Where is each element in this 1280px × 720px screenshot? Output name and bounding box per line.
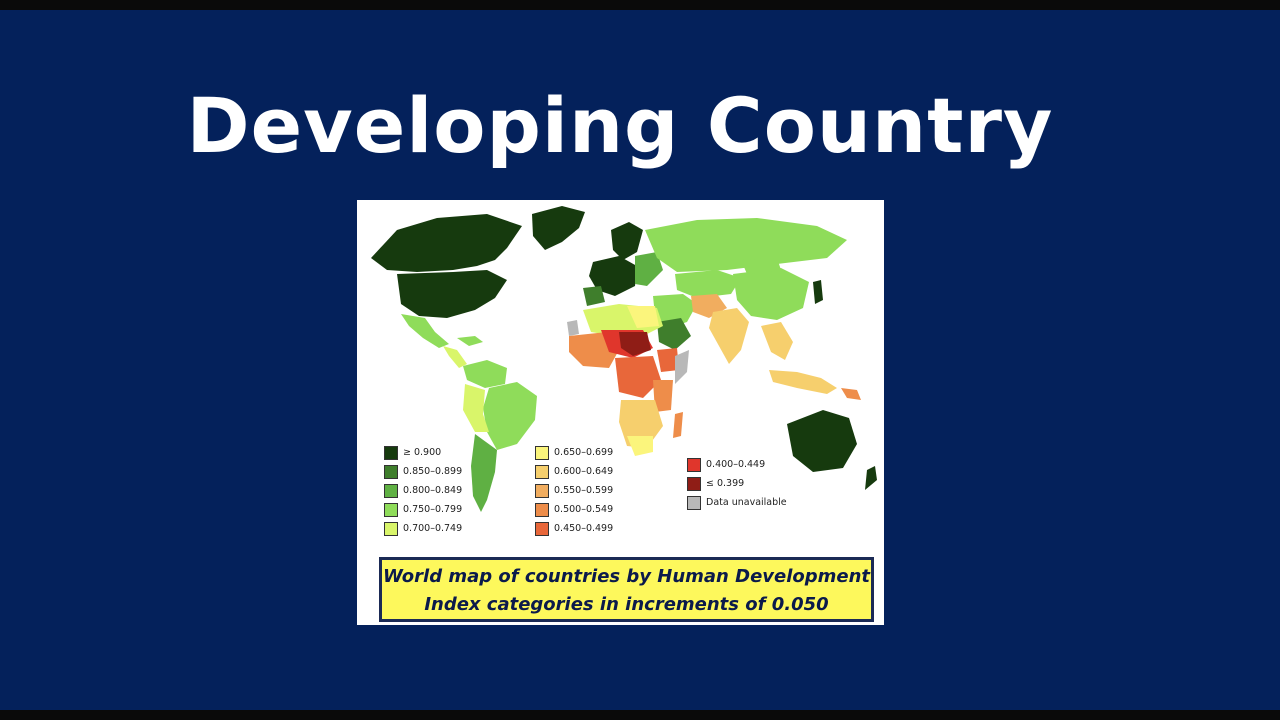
region-scandinavia	[611, 222, 643, 260]
region-greenland	[532, 206, 585, 250]
region-southeast-asia	[761, 322, 793, 360]
legend-item: 0.750–0.799	[384, 500, 462, 519]
legend-swatch	[384, 445, 398, 460]
legend-item: ≤ 0.399	[687, 474, 787, 493]
legend-swatch	[384, 483, 398, 498]
region-china	[733, 268, 809, 320]
region-western-sahara	[567, 320, 579, 336]
region-papua	[841, 388, 861, 400]
caption-line-1: World map of countries by Human Developm…	[382, 566, 871, 587]
legend-swatch	[687, 476, 701, 491]
region-india	[709, 308, 749, 364]
region-eastern-europe	[635, 252, 663, 286]
legend-item: 0.700–0.749	[384, 519, 462, 538]
legend-label: 0.750–0.799	[403, 504, 463, 515]
legend-swatch	[687, 457, 701, 472]
legend-item: Data unavailable	[687, 493, 787, 512]
legend-column-3: 0.400–0.449 ≤ 0.399 Data unavailable	[687, 455, 787, 512]
region-usa	[397, 270, 507, 318]
region-argentina-chile	[471, 434, 497, 512]
slide-title: Developing Country	[186, 81, 1054, 170]
region-australia	[787, 410, 857, 472]
region-japan	[813, 280, 823, 304]
region-saudi-arabia	[657, 318, 691, 350]
region-caribbean	[457, 336, 483, 346]
legend-label: Data unavailable	[706, 497, 787, 508]
legend-item: 0.400–0.449	[687, 455, 787, 474]
legend-label: 0.850–0.899	[403, 466, 463, 477]
region-east-africa	[653, 380, 673, 412]
region-chad-sudan	[619, 332, 651, 356]
legend-label: 0.800–0.849	[403, 485, 463, 496]
bottom-letterbox-bar	[0, 710, 1280, 720]
map-caption: World map of countries by Human Developm…	[379, 557, 874, 622]
legend-swatch	[384, 464, 398, 479]
hdi-world-map-panel: ≥ 0.900 0.850–0.899 0.800–0.849 0.750–0.…	[357, 200, 884, 625]
legend-label: ≤ 0.399	[706, 478, 745, 489]
legend-label: 0.650–0.699	[554, 447, 614, 458]
legend-item: 0.800–0.849	[384, 481, 462, 500]
legend-item: 0.550–0.599	[535, 481, 613, 500]
legend-label: 0.550–0.599	[554, 485, 614, 496]
legend-item: ≥ 0.900	[384, 443, 462, 462]
legend-column-2: 0.650–0.699 0.600–0.649 0.550–0.599 0.50…	[535, 443, 613, 538]
legend-swatch	[535, 445, 549, 460]
legend-label: 0.600–0.649	[554, 466, 614, 477]
region-new-zealand	[865, 466, 877, 490]
legend-item: 0.450–0.499	[535, 519, 613, 538]
region-middle-east	[653, 294, 697, 328]
legend-label: 0.450–0.499	[554, 523, 614, 534]
region-canada	[371, 214, 522, 272]
region-somalia	[675, 350, 689, 384]
world-map	[371, 206, 877, 512]
legend-item: 0.600–0.649	[535, 462, 613, 481]
region-venezuela-colombia	[463, 360, 507, 388]
region-south-africa	[627, 436, 653, 456]
legend-column-1: ≥ 0.900 0.850–0.899 0.800–0.849 0.750–0.…	[384, 443, 462, 538]
region-mongolia	[741, 258, 781, 274]
legend-label: ≥ 0.900	[403, 447, 442, 458]
region-brazil	[483, 382, 537, 450]
legend-label: 0.700–0.749	[403, 523, 463, 534]
region-indonesia	[769, 370, 837, 394]
legend-swatch	[535, 502, 549, 517]
legend-swatch	[384, 502, 398, 517]
region-russia	[645, 218, 847, 272]
caption-line-2: Index categories in increments of 0.050	[424, 594, 829, 615]
region-peru-bolivia	[463, 384, 489, 432]
legend-swatch	[687, 495, 701, 510]
legend-swatch	[535, 483, 549, 498]
region-ethiopia	[657, 348, 679, 372]
region-mexico	[401, 314, 449, 348]
legend-label: 0.400–0.449	[706, 459, 766, 470]
legend-item: 0.650–0.699	[535, 443, 613, 462]
region-madagascar	[673, 412, 683, 438]
region-iberia	[583, 286, 605, 306]
legend-label: 0.500–0.549	[554, 504, 614, 515]
region-central-america	[443, 346, 467, 368]
legend-swatch	[384, 521, 398, 536]
region-egypt-libya	[627, 306, 659, 328]
legend-item: 0.850–0.899	[384, 462, 462, 481]
legend-swatch	[535, 464, 549, 479]
legend-swatch	[535, 521, 549, 536]
slide: Developing Country	[0, 10, 1280, 710]
region-central-africa	[615, 356, 661, 398]
legend-item: 0.500–0.549	[535, 500, 613, 519]
region-kazakhstan	[675, 270, 741, 298]
